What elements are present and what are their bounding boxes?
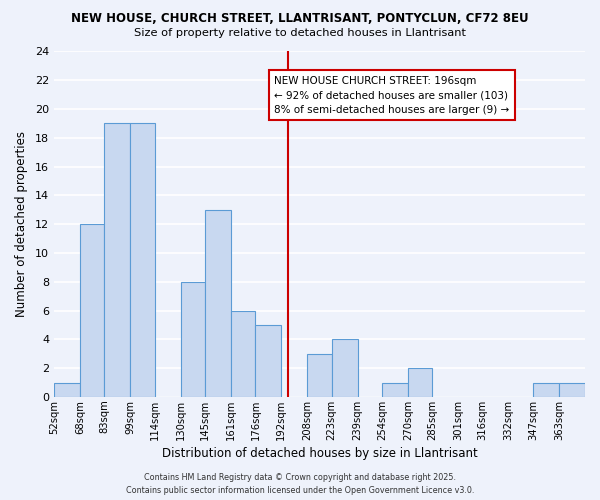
Bar [104, 124, 130, 397]
Bar [181, 282, 205, 397]
Bar [382, 382, 408, 397]
Text: NEW HOUSE, CHURCH STREET, LLANTRISANT, PONTYCLUN, CF72 8EU: NEW HOUSE, CHURCH STREET, LLANTRISANT, P… [71, 12, 529, 26]
Bar [256, 325, 281, 397]
Bar [80, 224, 104, 397]
Bar [408, 368, 433, 397]
Bar [205, 210, 231, 397]
Bar [307, 354, 332, 397]
Text: NEW HOUSE CHURCH STREET: 196sqm
← 92% of detached houses are smaller (103)
8% of: NEW HOUSE CHURCH STREET: 196sqm ← 92% of… [274, 76, 509, 116]
Text: Size of property relative to detached houses in Llantrisant: Size of property relative to detached ho… [134, 28, 466, 38]
X-axis label: Distribution of detached houses by size in Llantrisant: Distribution of detached houses by size … [161, 447, 478, 460]
Bar [332, 340, 358, 397]
Bar [559, 382, 585, 397]
Text: Contains HM Land Registry data © Crown copyright and database right 2025.
Contai: Contains HM Land Registry data © Crown c… [126, 474, 474, 495]
Bar [231, 310, 256, 397]
Bar [54, 382, 80, 397]
Bar [130, 124, 155, 397]
Bar [533, 382, 559, 397]
Y-axis label: Number of detached properties: Number of detached properties [15, 131, 28, 317]
